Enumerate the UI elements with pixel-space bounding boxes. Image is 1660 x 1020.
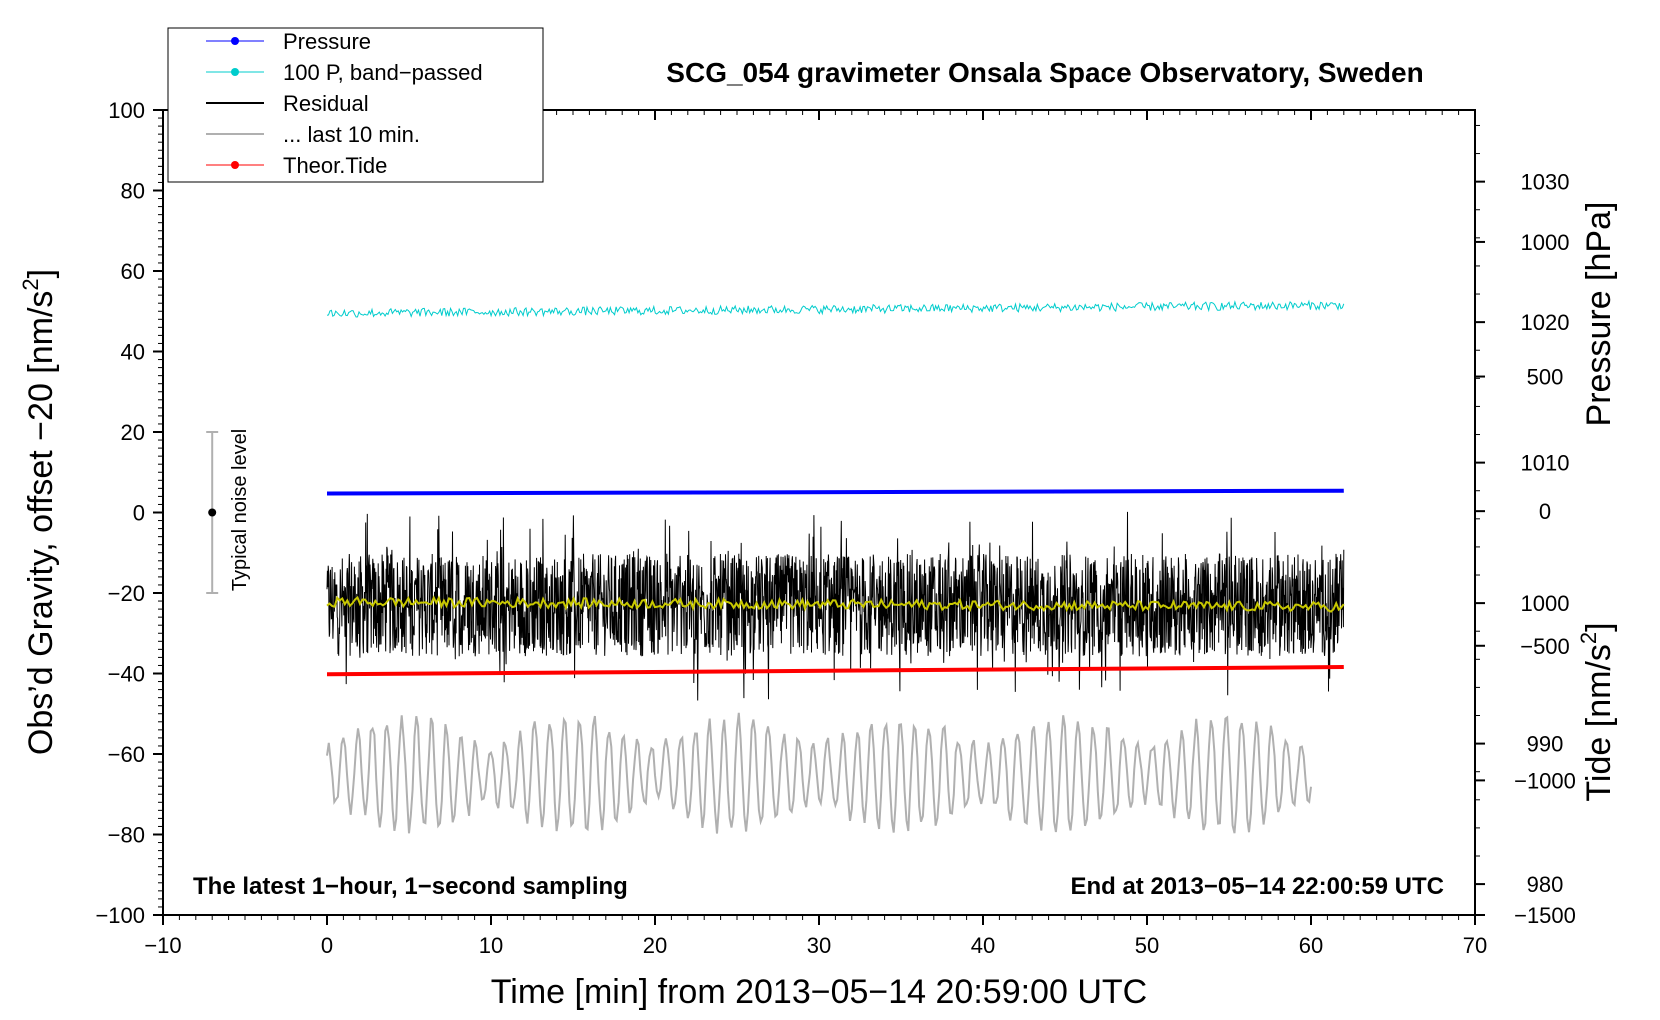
y-tick-label: 0 (133, 501, 145, 526)
pressure-tick-label: 1030 (1521, 170, 1570, 195)
series-last-10-min (326, 712, 1312, 834)
y-axis-label-left: Obs’d Gravity, offset −20 [nm/s2] (18, 269, 60, 755)
y-tick-label: 100 (108, 98, 145, 123)
legend-marker (231, 68, 239, 76)
x-tick-label: 20 (643, 933, 667, 958)
y-tick-label: −60 (108, 742, 145, 767)
series-theoretical-tide (326, 665, 1344, 677)
y-tick-label: 60 (121, 259, 145, 284)
x-axis-label: Time [min] from 2013−05−14 20:59:00 UTC (491, 973, 1147, 1011)
legend-rows: Pressure 100 P, band−passed Residual ... la… (206, 29, 483, 178)
x-tick-label: 60 (1299, 933, 1323, 958)
bottom-left-note: The latest 1−hour, 1−second sampling (193, 873, 628, 900)
y-tick-label: −20 (108, 581, 145, 606)
y-axis-label-pressure: Pressure [hPa] (1580, 202, 1618, 427)
pressure-tick-label: 980 (1527, 872, 1564, 897)
x-tick-label: 0 (321, 933, 333, 958)
tide-tick-label: 0 (1539, 499, 1551, 524)
y-axis-label-tide-main: Tide [nm/s (1580, 644, 1618, 801)
legend: Pressure 100 P, band−passed Residual ... la… (167, 27, 544, 183)
noise-label: Typical noise level (229, 429, 251, 591)
chart-title: SCG_054 gravimeter Onsala Space Observat… (666, 57, 1423, 88)
y-axis-label-left-sup: 2 (18, 278, 43, 290)
series-pressure (326, 488, 1344, 496)
legend-marker (231, 161, 239, 169)
noise-bar-center-dot (208, 508, 217, 517)
legend-marker (231, 37, 239, 45)
x-tick-label: 30 (807, 933, 831, 958)
legend-label: Residual (283, 91, 369, 116)
x-tick-label: 40 (971, 933, 995, 958)
x-tick-label: 50 (1135, 933, 1159, 958)
tide-tick-label: 500 (1527, 365, 1564, 390)
legend-box (167, 27, 544, 183)
y-tick-label: −100 (95, 903, 145, 928)
y-axis-label-tide-end: ] (1580, 622, 1618, 631)
pressure-tick-label: 990 (1527, 732, 1564, 757)
y-tick-label: 80 (121, 179, 145, 204)
y-tick-label: −80 (108, 823, 145, 848)
tide-tick-label: −1000 (1514, 768, 1576, 793)
series-layer (326, 299, 1345, 834)
y-tick-label: −40 (108, 662, 145, 687)
tide-tick-label: −500 (1520, 634, 1570, 659)
y-axis-label-left-main: Obs’d Gravity, offset −20 [nm/s (22, 291, 60, 756)
x-tick-label: −10 (144, 933, 181, 958)
pressure-tick-label: 1020 (1521, 310, 1570, 335)
pressure-tick-label: 1010 (1521, 451, 1570, 476)
y-axis-label-tide: Tide [nm/s2] (1576, 622, 1618, 801)
legend-label: Theor.Tide (283, 153, 387, 178)
y-tick-label: 40 (121, 340, 145, 365)
y-axis-label-left-end: ] (22, 269, 60, 278)
y-tick-label: 20 (121, 420, 145, 445)
legend-label: 100 P, band−passed (283, 60, 483, 85)
tide-tick-label: −1500 (1514, 903, 1576, 928)
tide-tick-label: 1000 (1521, 230, 1570, 255)
x-tick-label: 10 (479, 933, 503, 958)
y-axis-label-tide-sup: 2 (1576, 632, 1601, 644)
noise-bar (206, 431, 219, 594)
series-band-passed-pressure (326, 299, 1345, 318)
x-tick-label: 70 (1463, 933, 1487, 958)
axes-layer: −10 0 10 20 30 40 50 60 70100806040200−20−40−60−… (95, 98, 1575, 958)
bottom-right-note: End at 2013−05−14 22:00:59 UTC (1070, 873, 1444, 900)
series-residual-smoothed (326, 595, 1345, 613)
legend-label: ... last 10 min. (283, 122, 420, 147)
pressure-tick-label: 1000 (1521, 591, 1570, 616)
legend-label: Pressure (283, 29, 371, 54)
